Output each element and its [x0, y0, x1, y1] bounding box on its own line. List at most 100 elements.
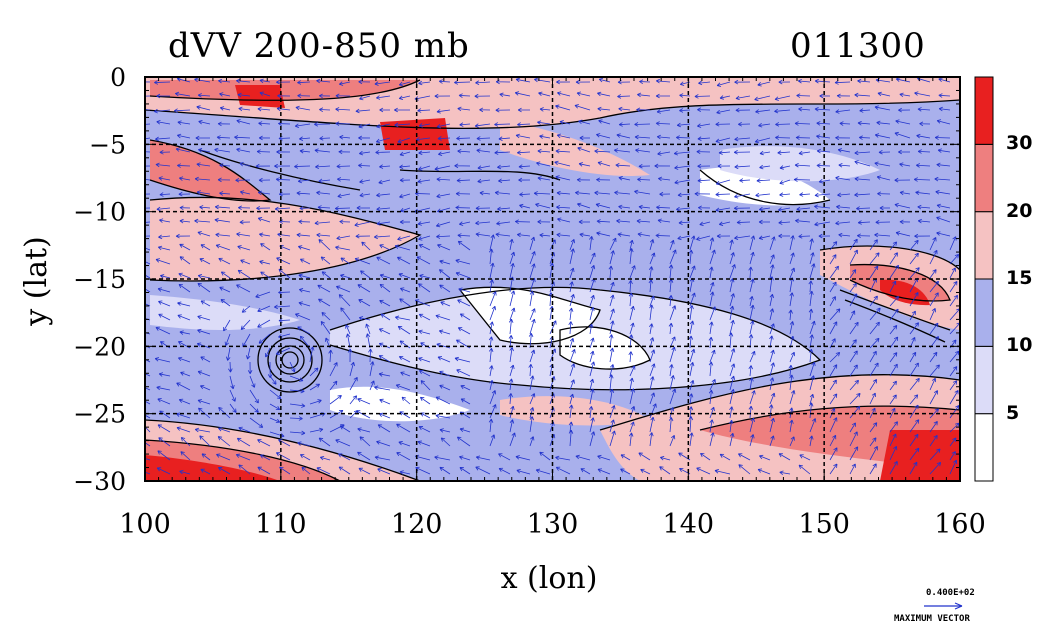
wind-vector — [734, 235, 751, 241]
wind-vector — [489, 379, 494, 391]
wind-vector — [378, 179, 391, 185]
wind-vector — [145, 109, 151, 111]
wind-vector — [309, 383, 321, 391]
wind-vector — [145, 414, 151, 419]
wind-vector — [399, 340, 411, 349]
wind-vector — [237, 245, 251, 251]
wind-vector — [197, 328, 211, 335]
wind-vector — [278, 318, 291, 323]
wind-vector — [875, 220, 891, 225]
wind-vector — [729, 348, 736, 363]
wind-vector — [435, 314, 451, 321]
wind-vector — [438, 269, 451, 279]
wind-vector — [515, 133, 531, 139]
wind-vector — [798, 234, 811, 239]
wind-vector — [568, 404, 574, 419]
y-axis-label: y (lat) — [19, 236, 54, 326]
wind-vector — [697, 205, 711, 211]
wind-vector — [809, 320, 816, 335]
wind-vector — [759, 454, 771, 461]
wind-vector — [309, 367, 319, 377]
colorbar-swatch — [974, 278, 994, 347]
wind-vector — [294, 164, 311, 169]
wind-vector — [649, 392, 655, 405]
wind-vector — [438, 151, 451, 156]
wind-vector — [145, 221, 151, 223]
wind-vector — [779, 192, 791, 197]
wind-vector — [518, 164, 531, 169]
wind-vector — [359, 192, 371, 198]
wind-vector — [589, 235, 594, 251]
wind-vector — [929, 237, 937, 251]
wind-vector — [349, 376, 358, 391]
wind-vector — [160, 274, 171, 279]
wind-vector — [256, 205, 271, 211]
wind-vector — [269, 389, 282, 400]
y-tick-label: −25 — [73, 400, 126, 429]
wind-vector — [869, 463, 877, 475]
wind-vector — [249, 375, 256, 388]
wind-vector — [319, 136, 331, 141]
wind-vector — [836, 93, 851, 99]
wind-vector — [909, 322, 919, 335]
wind-vector — [534, 77, 551, 83]
wind-vector — [829, 364, 838, 377]
wind-vector — [457, 106, 471, 112]
wind-vector — [145, 247, 151, 251]
wind-vector — [474, 123, 491, 128]
wind-vector — [609, 250, 615, 265]
wind-vector — [319, 107, 331, 112]
wind-vector — [365, 323, 371, 335]
wind-vector — [749, 251, 755, 265]
wind-vector — [508, 378, 514, 391]
wind-vector — [508, 393, 513, 405]
wind-vector — [456, 178, 471, 183]
wind-vector — [455, 205, 471, 210]
wind-vector — [789, 321, 795, 335]
wind-vector — [378, 355, 391, 363]
wind-vector — [617, 79, 631, 85]
wind-vector — [489, 262, 495, 279]
wind-vector — [814, 106, 831, 112]
wind-vector — [379, 244, 391, 251]
wind-vector — [649, 349, 656, 363]
wind-vector — [456, 136, 471, 141]
wind-vector — [399, 177, 411, 183]
wind-vector — [156, 206, 171, 212]
wind-vector — [799, 192, 811, 197]
wind-vector — [145, 303, 151, 307]
wind-vector — [239, 219, 251, 225]
wind-vector — [715, 179, 731, 186]
wind-vector — [778, 233, 791, 239]
wind-vector — [179, 218, 191, 224]
wind-vector — [155, 136, 171, 142]
wind-vector — [609, 237, 617, 251]
wind-vector — [379, 398, 391, 405]
wind-vector — [438, 79, 451, 84]
wind-vector — [735, 107, 751, 113]
wind-vector — [360, 270, 371, 279]
wind-vector — [157, 287, 171, 293]
wind-vector — [829, 379, 837, 391]
wind-vector — [257, 319, 271, 328]
wind-vector — [178, 398, 191, 405]
wind-vector — [595, 202, 611, 209]
wind-vector — [528, 364, 533, 377]
x-axis-label: x (lon) — [501, 561, 598, 596]
wind-vector — [889, 380, 897, 391]
wind-vector — [200, 244, 211, 251]
wind-vector — [339, 134, 351, 140]
wind-vector — [158, 313, 171, 321]
wind-vector — [789, 267, 795, 279]
wind-vector — [829, 417, 838, 433]
wind-vector — [218, 78, 231, 84]
max-vector-arrowhead — [954, 602, 963, 610]
wind-vector — [236, 147, 251, 153]
wind-vector — [588, 406, 594, 419]
wind-vector — [638, 452, 651, 461]
wind-vector — [258, 121, 271, 126]
wind-vector — [178, 283, 191, 293]
wind-vector — [679, 93, 691, 98]
wind-vector — [638, 204, 651, 210]
wind-vector — [835, 135, 851, 141]
